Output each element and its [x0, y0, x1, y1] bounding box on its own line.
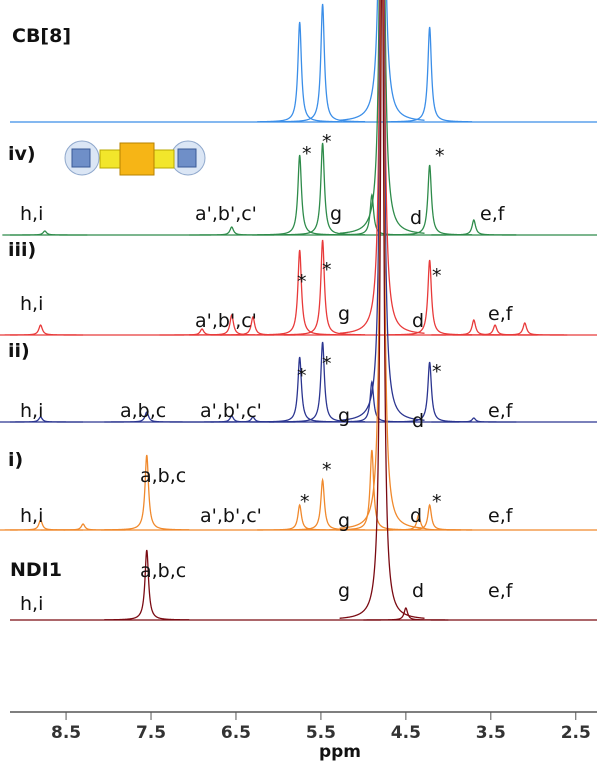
- peak-annotation: a',b',c': [195, 203, 257, 225]
- peak-annotation: *: [432, 265, 442, 287]
- peak: [0, 325, 83, 335]
- peak-annotation: g: [338, 303, 350, 325]
- peak-annotation: d: [412, 410, 424, 432]
- peak: [340, 0, 425, 528]
- spectrum-label: iii): [8, 239, 36, 261]
- peak-annotation: h,i: [20, 593, 43, 615]
- peak: [280, 143, 365, 235]
- peak-annotation: d: [410, 207, 422, 229]
- peak-annotation: *: [322, 259, 332, 281]
- peak-annotation: g: [338, 580, 350, 602]
- x-tick-label: 8.5: [51, 723, 81, 743]
- peak-annotation: g: [338, 510, 350, 532]
- peak: [280, 480, 365, 530]
- peak-annotation: *: [432, 491, 442, 513]
- peak: [387, 505, 472, 530]
- peak: [257, 22, 342, 122]
- x-tick-label: 6.5: [221, 723, 251, 743]
- peak-annotation: *: [322, 459, 332, 481]
- nmr-figure: ppm 8.5 7.5 6.5 5.5 4.5 3.5 2.5 CB[8] iv) h,i a',b…: [0, 0, 597, 765]
- peak-annotation: e,f: [488, 400, 514, 422]
- peak-annotation: e,f: [488, 580, 514, 602]
- x-tick-label: 4.5: [391, 723, 421, 743]
- peak-annotation: g: [338, 405, 350, 427]
- peak: [2, 231, 87, 235]
- peak-annotation: a',b',c': [195, 310, 257, 332]
- peak-annotation: e,f: [488, 505, 514, 527]
- peak: [340, 0, 425, 120]
- peak: [340, 0, 425, 333]
- x-tick-label: 3.5: [476, 723, 506, 743]
- x-axis-label: ppm: [319, 742, 361, 762]
- x-tick-label: 2.5: [561, 723, 591, 743]
- spectrum-label: ii): [8, 340, 30, 362]
- peak-annotation: *: [302, 143, 312, 165]
- peak-annotation: *: [322, 131, 332, 153]
- x-tick-label: 7.5: [136, 723, 166, 743]
- peak: [189, 227, 274, 235]
- peak-annotation: *: [322, 353, 332, 375]
- peak-annotation: h,i: [20, 400, 43, 422]
- peak-annotation: e,f: [480, 203, 506, 225]
- complex-icon: [65, 141, 205, 175]
- peak-annotation: h,i: [20, 293, 43, 315]
- peak: [340, 0, 425, 233]
- peak-annotation: h,i: [20, 505, 43, 527]
- peak-annotation: d: [410, 505, 422, 527]
- peak: [387, 27, 472, 122]
- peak-annotation: a,b,c: [140, 560, 186, 582]
- spectrum-label: CB[8]: [12, 25, 71, 47]
- peak-annotation: a,b,c: [140, 465, 186, 487]
- peak-annotation: d: [412, 580, 424, 602]
- spectrum-label: iv): [8, 143, 36, 165]
- peak-annotation: a,b,c: [120, 400, 166, 422]
- spectrum-label: i): [8, 449, 23, 471]
- peak: [387, 260, 472, 335]
- peak-annotation: d: [412, 310, 424, 332]
- peak-annotation: a',b',c': [200, 400, 262, 422]
- spectrum-label: NDI1: [10, 559, 62, 581]
- peak-annotation: *: [297, 365, 307, 387]
- peak: [329, 195, 414, 235]
- peak: [280, 240, 365, 335]
- peak-annotation: *: [435, 145, 445, 167]
- peak-annotation: e,f: [488, 303, 514, 325]
- peak: [280, 4, 365, 122]
- peak-annotation: a',b',c': [200, 505, 262, 527]
- peak-annotation: *: [432, 361, 442, 383]
- peak-annotation: h,i: [20, 203, 43, 225]
- peak-annotation: *: [300, 491, 310, 513]
- x-tick-label: 5.5: [306, 723, 336, 743]
- peak-annotation: *: [297, 271, 307, 293]
- peak-annotation: g: [330, 203, 342, 225]
